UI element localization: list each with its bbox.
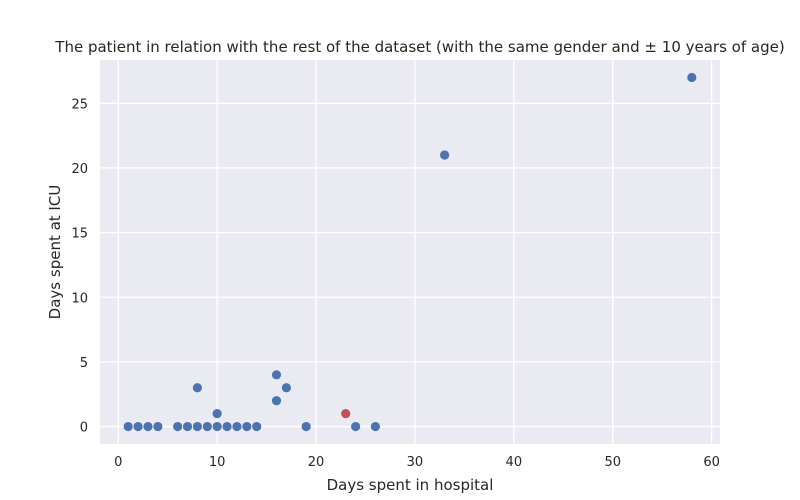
x-tick-label: 40: [506, 455, 523, 470]
scatter-point: [153, 421, 163, 432]
scatter-point: [232, 421, 242, 432]
scatter-point: [123, 421, 133, 432]
scatter-point: [192, 383, 203, 393]
scatter-point: [341, 409, 351, 419]
y-tick-label: 10: [71, 291, 88, 306]
scatter-point: [440, 150, 450, 160]
x-tick-label: 20: [308, 455, 325, 470]
x-tick-labels: 0 10 20 30 40 50 60: [114, 455, 720, 470]
scatter-point: [173, 421, 183, 432]
x-axis-label: Days spent in hospital: [327, 476, 494, 494]
scatter-point: [133, 421, 143, 432]
x-tick-label: 50: [604, 455, 621, 470]
x-tick-label: 60: [703, 455, 720, 470]
scatter-point: [143, 421, 153, 432]
x-tick-label: 30: [407, 455, 424, 470]
x-tick-label: 0: [114, 455, 122, 470]
scatter-point: [212, 421, 222, 432]
scatter-point: [212, 409, 222, 419]
x-tick-label: 10: [209, 455, 226, 470]
scatter-point: [301, 421, 311, 432]
scatter-point: [202, 421, 212, 432]
y-axis-label: Days spent at ICU: [46, 185, 64, 320]
y-tick-label: 5: [80, 356, 88, 371]
chart-title: The patient in relation with the rest of…: [54, 38, 784, 56]
scatter-point: [252, 421, 262, 432]
scatter-point: [192, 421, 203, 432]
scatter-point: [687, 72, 697, 83]
y-tick-label: 15: [71, 227, 88, 242]
scatter-point: [242, 421, 252, 432]
y-tick-labels: 0 5 10 15 20 25: [71, 97, 88, 435]
y-tick-label: 20: [71, 162, 88, 177]
data-points: [123, 72, 697, 432]
scatter-point: [370, 421, 380, 432]
grid-lines: [100, 60, 720, 444]
scatter-point: [182, 421, 193, 432]
scatter-point: [271, 396, 282, 406]
y-tick-label: 0: [80, 421, 88, 436]
plot-background: [100, 60, 720, 444]
scatter-point: [281, 383, 291, 393]
scatter-point: [351, 421, 361, 432]
scatter-point: [271, 370, 282, 380]
scatter-point: [222, 421, 232, 432]
y-tick-label: 25: [71, 97, 88, 112]
